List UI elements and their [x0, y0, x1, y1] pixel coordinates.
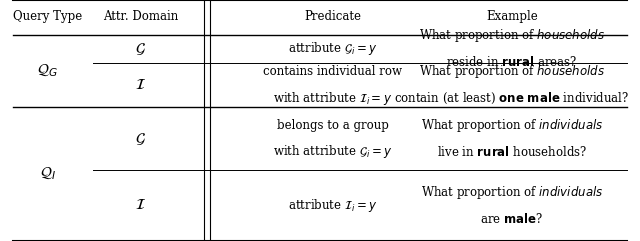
Text: $\mathcal{G}$: $\mathcal{G}$ [136, 41, 146, 57]
Text: What proportion of $\it{households}$: What proportion of $\it{households}$ [419, 63, 605, 80]
Text: Example: Example [486, 10, 538, 23]
Text: with attribute $\mathcal{G}_i = y$: with attribute $\mathcal{G}_i = y$ [273, 143, 392, 160]
Text: reside in $\bf{rural}$ areas?: reside in $\bf{rural}$ areas? [446, 55, 578, 69]
Text: attribute $\mathcal{G}_i = y$: attribute $\mathcal{G}_i = y$ [288, 40, 378, 57]
Text: $\mathcal{Q}_G$: $\mathcal{Q}_G$ [37, 63, 59, 79]
Text: $\mathcal{Q}_I$: $\mathcal{Q}_I$ [40, 166, 56, 182]
Text: belongs to a group: belongs to a group [277, 119, 388, 132]
Text: contains individual row: contains individual row [263, 65, 403, 78]
Text: $\mathcal{G}$: $\mathcal{G}$ [136, 131, 146, 147]
Text: attribute $\mathcal{I}_i = y$: attribute $\mathcal{I}_i = y$ [288, 197, 378, 214]
Text: contain (at least) $\bf{one}$ $\bf{male}$ individual?: contain (at least) $\bf{one}$ $\bf{male}… [394, 91, 630, 106]
Text: with attribute $\mathcal{I}_i = y$: with attribute $\mathcal{I}_i = y$ [273, 90, 392, 107]
Text: What proportion of $\it{households}$: What proportion of $\it{households}$ [419, 27, 605, 44]
Text: live in $\bf{rural}$ households?: live in $\bf{rural}$ households? [437, 145, 587, 159]
Text: Attr. Domain: Attr. Domain [103, 10, 179, 23]
Text: What proportion of $\it{individuals}$: What proportion of $\it{individuals}$ [420, 184, 604, 201]
Text: $\mathcal{I}$: $\mathcal{I}$ [135, 78, 147, 92]
Text: Predicate: Predicate [304, 10, 362, 23]
Text: What proportion of $\it{individuals}$: What proportion of $\it{individuals}$ [420, 117, 604, 134]
Text: are $\bf{male}$?: are $\bf{male}$? [481, 212, 543, 226]
Text: $\mathcal{I}$: $\mathcal{I}$ [135, 198, 147, 213]
Text: Query Type: Query Type [13, 10, 83, 23]
